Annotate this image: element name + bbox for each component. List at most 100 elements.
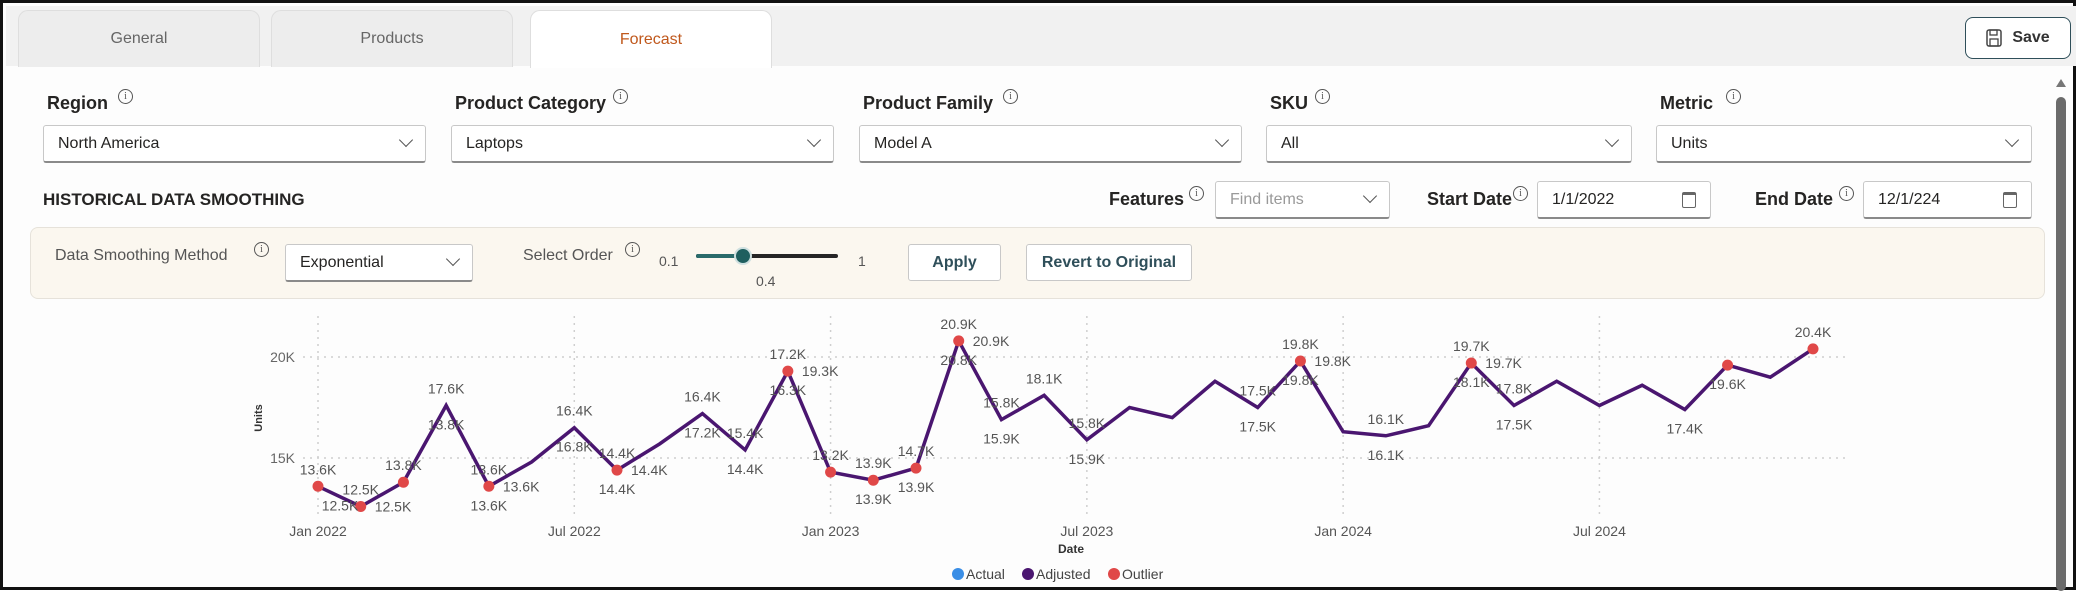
sku-dropdown[interactable]: All xyxy=(1266,125,1632,163)
slider-handle[interactable] xyxy=(734,247,752,265)
info-icon[interactable]: i xyxy=(1839,186,1854,201)
data-label: 15.4K xyxy=(727,425,764,441)
data-label: 13.8K xyxy=(428,416,465,432)
end-date-input[interactable]: 12/1/224 xyxy=(1863,181,2032,219)
select-order-label: Select Order xyxy=(523,247,613,265)
legend-label-actual: Actual xyxy=(966,566,1005,582)
data-label: 17.5K xyxy=(1496,416,1533,432)
end-date-label: End Date xyxy=(1755,189,1833,210)
tab-general[interactable]: General xyxy=(18,10,260,67)
start-date-label: Start Date xyxy=(1427,189,1512,210)
y-tick-label: 20K xyxy=(270,349,296,365)
data-label: 15.9K xyxy=(983,431,1020,447)
info-icon[interactable]: i xyxy=(1315,89,1330,104)
outlier-point xyxy=(1295,356,1306,367)
data-label: 13.6K xyxy=(471,461,508,477)
apply-button[interactable]: Apply xyxy=(908,244,1001,281)
outlier-point xyxy=(483,481,494,492)
info-icon[interactable]: i xyxy=(1513,186,1528,201)
legend-label-adjusted: Adjusted xyxy=(1036,566,1090,582)
data-label: 19.8K xyxy=(1314,353,1351,369)
sku-label: SKU xyxy=(1270,93,1308,114)
info-icon[interactable]: i xyxy=(1189,186,1204,201)
data-label: 19.3K xyxy=(802,363,839,379)
start-date-input[interactable]: 1/1/2022 xyxy=(1537,181,1711,219)
chevron-down-icon xyxy=(446,252,460,266)
x-tick-label: Jan 2022 xyxy=(289,523,347,539)
calendar-icon[interactable] xyxy=(2003,192,2017,208)
revert-button[interactable]: Revert to Original xyxy=(1026,244,1192,281)
data-label: 14.4K xyxy=(599,481,636,497)
tab-products[interactable]: Products xyxy=(271,10,513,67)
data-label: 16.3K xyxy=(770,382,807,398)
data-label: 17.5K xyxy=(1239,419,1276,435)
outlier-point xyxy=(911,463,922,474)
chevron-down-icon xyxy=(2005,133,2019,147)
data-label: 17.4K xyxy=(1667,421,1704,437)
outlier-point xyxy=(782,366,793,377)
product-family-dropdown[interactable]: Model A xyxy=(859,125,1242,163)
y-axis-title: Units xyxy=(253,404,265,432)
slider-min-label: 0.1 xyxy=(659,253,678,269)
outlier-point xyxy=(1808,343,1819,354)
legend-marker-adjusted xyxy=(1022,568,1034,580)
chevron-down-icon xyxy=(399,133,413,147)
data-label: 12.5K xyxy=(342,481,379,497)
features-search-dropdown[interactable]: Find items xyxy=(1215,181,1390,219)
tab-forecast[interactable]: Forecast xyxy=(530,10,772,68)
data-label: 14.4K xyxy=(727,461,764,477)
info-icon[interactable]: i xyxy=(254,242,269,257)
legend-label-outlier: Outlier xyxy=(1122,566,1164,582)
section-title: HISTORICAL DATA SMOOTHING xyxy=(43,190,305,210)
region-value: North America xyxy=(58,135,159,153)
save-label: Save xyxy=(2012,29,2049,47)
product-category-label: Product Category xyxy=(455,93,606,114)
outlier-point xyxy=(313,481,324,492)
outlier-point xyxy=(612,465,623,476)
data-label: 17.8K xyxy=(1496,380,1533,396)
data-label: 12.5K xyxy=(375,498,412,514)
x-tick-label: Jul 2024 xyxy=(1573,523,1626,539)
region-label: Region xyxy=(47,93,108,114)
smoothing-method-label: Data Smoothing Method xyxy=(55,247,228,265)
y-tick-label: 15K xyxy=(270,450,296,466)
data-label: 16.4K xyxy=(684,389,721,405)
x-tick-label: Jan 2024 xyxy=(1314,523,1372,539)
tab-label: General xyxy=(111,30,168,48)
metric-dropdown[interactable]: Units xyxy=(1656,125,2032,163)
calendar-icon[interactable] xyxy=(1682,192,1696,208)
sku-value: All xyxy=(1281,135,1299,153)
product-category-dropdown[interactable]: Laptops xyxy=(451,125,834,163)
data-label: 13.9K xyxy=(898,479,935,495)
save-button[interactable]: Save xyxy=(1965,17,2071,59)
vertical-scrollbar[interactable] xyxy=(2053,73,2069,591)
data-label: 13.6K xyxy=(503,478,540,494)
scroll-up-arrow-icon[interactable] xyxy=(2056,79,2066,87)
smoothing-method-dropdown[interactable]: Exponential xyxy=(285,244,473,282)
product-family-label: Product Family xyxy=(863,93,993,114)
info-icon[interactable]: i xyxy=(1726,89,1741,104)
outlier-point xyxy=(1722,360,1733,371)
info-icon[interactable]: i xyxy=(1003,89,1018,104)
info-icon[interactable]: i xyxy=(613,89,628,104)
chevron-down-icon xyxy=(1605,133,1619,147)
slider-value-label: 0.4 xyxy=(756,273,775,289)
region-dropdown[interactable]: North America xyxy=(43,125,426,163)
x-tick-label: Jul 2023 xyxy=(1060,523,1113,539)
data-label: 12.5K xyxy=(322,497,359,513)
info-icon[interactable]: i xyxy=(118,89,133,104)
chevron-down-icon xyxy=(807,133,821,147)
data-label: 15.8K xyxy=(1069,415,1106,431)
save-icon xyxy=(1986,29,2002,47)
data-label: 18.1K xyxy=(1026,370,1063,386)
outlier-point xyxy=(868,475,879,486)
order-slider[interactable] xyxy=(696,249,838,263)
data-label: 13.9K xyxy=(855,455,892,471)
data-label: 17.5K xyxy=(1239,383,1276,399)
legend-marker-outlier xyxy=(1108,568,1120,580)
info-icon[interactable]: i xyxy=(625,242,640,257)
scrollbar-thumb[interactable] xyxy=(2056,97,2066,591)
data-label: 18.1K xyxy=(1453,374,1490,390)
